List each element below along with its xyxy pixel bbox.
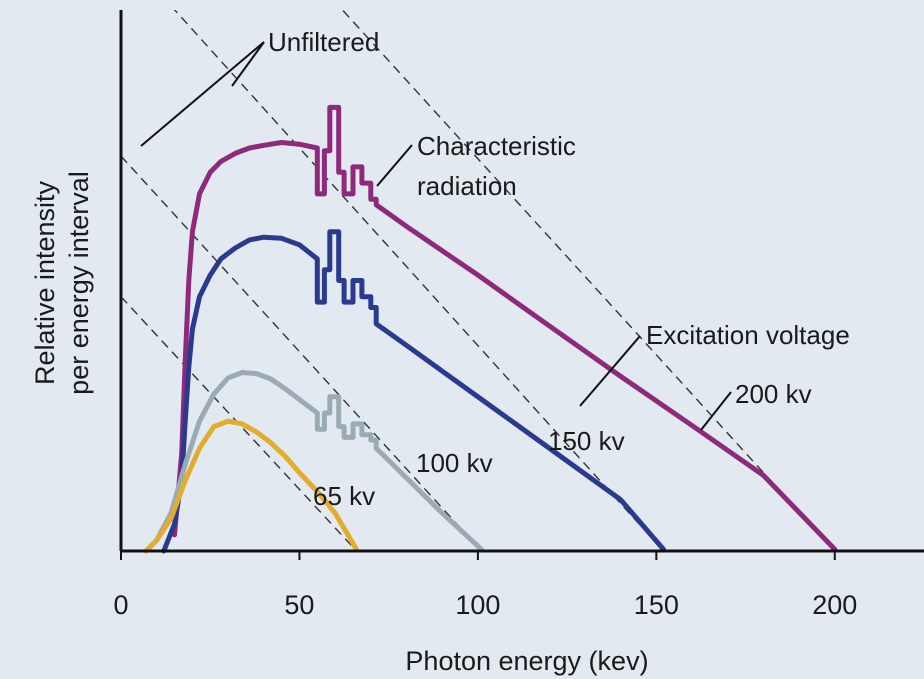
series-label-150-kv: 150 kv bbox=[548, 426, 625, 456]
leader-characteristic bbox=[376, 144, 413, 187]
x-tick-label-50: 50 bbox=[284, 590, 314, 620]
leader-excitation-voltage bbox=[579, 335, 641, 407]
series-label-100-kv: 100 kv bbox=[416, 448, 493, 478]
series-line-150-kv bbox=[161, 229, 666, 554]
x-tick-label-200: 200 bbox=[812, 590, 857, 620]
y-axis-label-line-2: per energy interval bbox=[64, 171, 94, 395]
callout-lines bbox=[140, 41, 732, 431]
x-axis-label: Photon energy (kev) bbox=[405, 646, 648, 676]
series-label-65-kv: 65 kv bbox=[313, 481, 375, 511]
x-tick-label-150: 150 bbox=[634, 590, 679, 620]
spectrum-curves bbox=[143, 104, 838, 554]
series-label-200-kv: 200 kv bbox=[735, 379, 812, 409]
y-axis-label-line-1: Relative intensity bbox=[30, 180, 60, 385]
axes bbox=[119, 10, 924, 553]
x-ticks: 0 50 100 150 200 bbox=[113, 551, 857, 620]
series-line-200-kv bbox=[172, 104, 838, 552]
annotation-unfiltered: Unfiltered bbox=[268, 27, 379, 57]
leader-unfiltered-to-line-1 bbox=[231, 41, 265, 87]
x-tick-label-100: 100 bbox=[455, 590, 500, 620]
unfiltered-dashed-line-1 bbox=[341, 10, 836, 551]
leader-unfiltered-to-line-2 bbox=[140, 41, 265, 147]
annotation-characteristic-line-1: Characteristic bbox=[417, 131, 576, 161]
series-line-100-kv bbox=[143, 370, 484, 554]
x-tick-label-0: 0 bbox=[113, 590, 128, 620]
annotation-characteristic-line-2: radiation bbox=[417, 171, 517, 201]
series-line-65-kv bbox=[143, 418, 359, 554]
annotation-excitation-voltage: Excitation voltage bbox=[646, 320, 850, 350]
leader-200-kv bbox=[700, 391, 732, 431]
